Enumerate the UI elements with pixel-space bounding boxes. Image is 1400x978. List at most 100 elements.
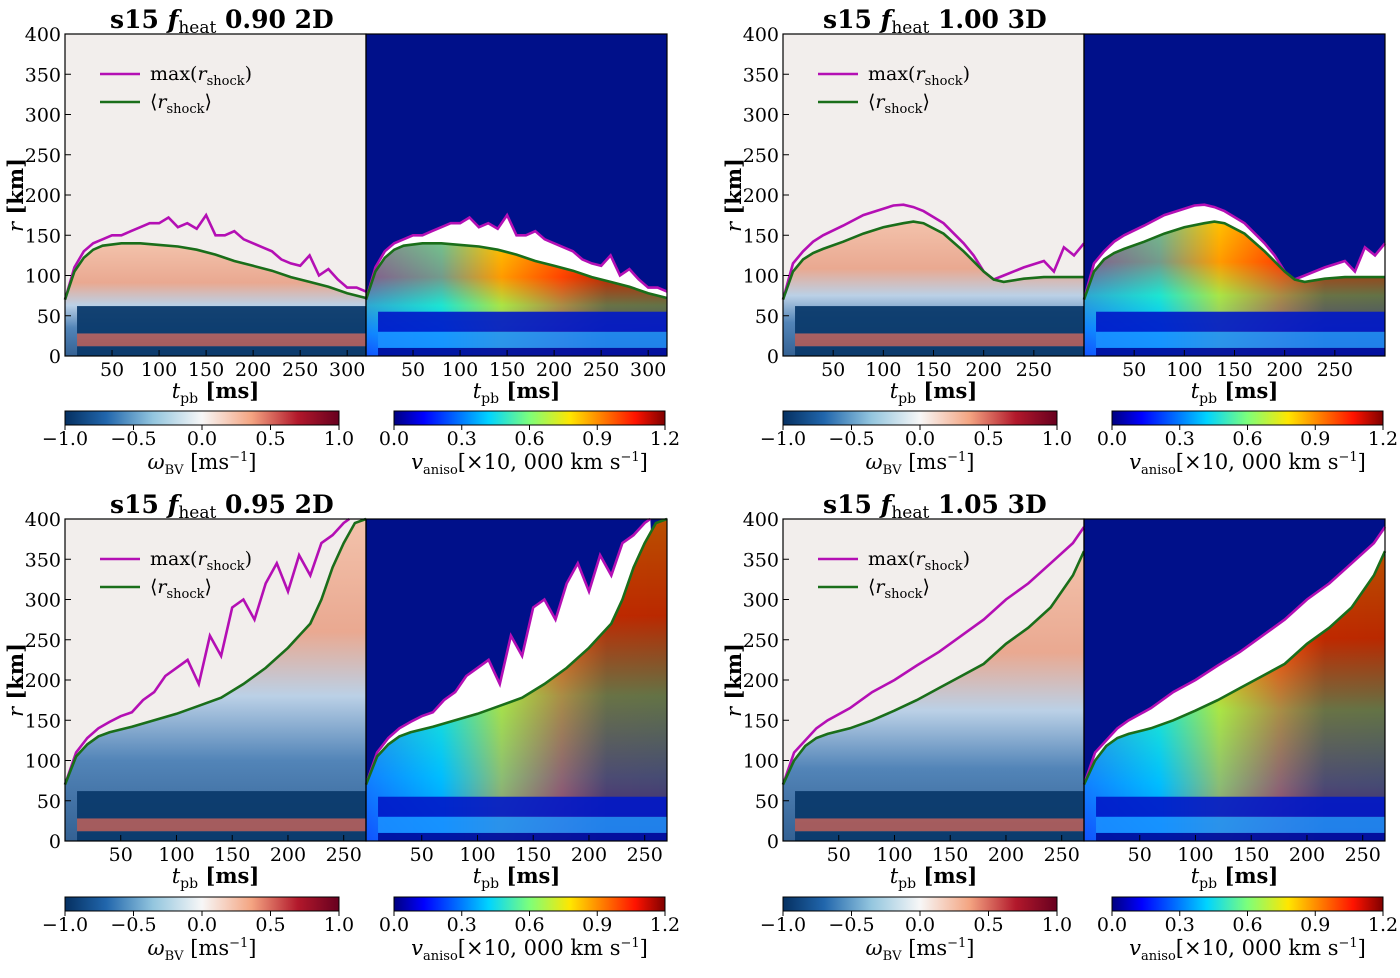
y-tick-label: 0 — [49, 831, 61, 853]
colorbar-omega-tick-label: 0.5 — [255, 914, 285, 936]
mean-shock-line-left — [63, 517, 367, 786]
x-tick-label-left: 100 — [876, 844, 912, 866]
max-shock-line-right — [1082, 526, 1387, 786]
colorbar-omega-tick-label: 0.5 — [973, 428, 1003, 450]
mean-shock-line-right — [364, 242, 668, 301]
y-tick-label: 300 — [25, 105, 61, 127]
y-tick-label: 350 — [25, 64, 61, 86]
panel-title: s15 fheat 0.90 2D — [110, 5, 334, 38]
colorbar-vaniso-label: vaniso[×10, 000 km s−1] — [411, 450, 648, 478]
y-tick-label: 0 — [767, 346, 779, 368]
x-tick-label-left: 50 — [821, 359, 845, 381]
left-heatmap-field — [65, 519, 366, 841]
colorbar-vaniso-tick-label: 0.6 — [1232, 914, 1262, 936]
panel-title: s15 fheat 1.00 3D — [823, 5, 1047, 38]
x-axis-label-left: tpb [ms] — [172, 378, 260, 407]
mean-shock-line-right — [364, 517, 668, 786]
colorbar-vaniso-label: vaniso[×10, 000 km s−1] — [1129, 450, 1366, 478]
colorbar-vaniso — [1111, 410, 1384, 426]
colorbar-vaniso-tick-label: 0.6 — [514, 914, 544, 936]
y-tick-label: 400 — [743, 24, 779, 46]
colorbar-omega-tick-label: 0.0 — [905, 428, 935, 450]
max-shock-line-left — [63, 212, 367, 300]
colorbar-vaniso — [393, 896, 666, 912]
colorbar-omega — [64, 410, 340, 426]
x-tick-label-right: 50 — [1128, 844, 1152, 866]
right-heatmap-hot — [366, 519, 667, 841]
y-tick-label: 300 — [743, 590, 779, 612]
core-band — [77, 831, 366, 841]
y-tick-label: 200 — [25, 670, 61, 692]
legend-max-label: max(rshock) — [150, 63, 252, 89]
colorbar-vaniso-tick-label: 1.2 — [650, 428, 680, 450]
legend-mean-label: ⟨rshock⟩ — [150, 576, 212, 602]
colorbar-omega-tick-label: 0.5 — [973, 914, 1003, 936]
y-tick-label: 350 — [25, 549, 61, 571]
cold-band — [77, 791, 366, 819]
colorbar-omega-tick-label: −1.0 — [760, 428, 806, 450]
y-tick-label: 50 — [37, 791, 61, 813]
colorbar-vaniso-tick-label: 0.3 — [447, 914, 477, 936]
colorbar-omega-tick-label: 0.5 — [255, 428, 285, 450]
x-tick-label-right: 250 — [1317, 359, 1353, 381]
x-tick-label-left: 150 — [932, 844, 968, 866]
x-tick-label-right: 50 — [1122, 359, 1146, 381]
colorbar-omega-label: ωBV [ms−1] — [147, 936, 256, 964]
colorbar-omega-tick-label: 0.0 — [187, 428, 217, 450]
y-tick-label: 350 — [743, 64, 779, 86]
colorbar-omega-tick-label: −0.5 — [828, 428, 874, 450]
x-tick-label-left: 150 — [188, 359, 224, 381]
cold-band — [795, 306, 1084, 334]
colorbar-vaniso-tick-label: 0.9 — [582, 428, 612, 450]
colorbar-vaniso-tick-label: 0.0 — [379, 914, 409, 936]
x-tick-label-right: 200 — [1289, 844, 1325, 866]
colorbar-vaniso-tick-label: 1.2 — [1368, 428, 1398, 450]
x-tick-label-left: 200 — [966, 359, 1002, 381]
legend-max-label: max(rshock) — [868, 548, 970, 574]
x-tick-label-right: 200 — [571, 844, 607, 866]
colorbar-omega-tick-label: 1.0 — [1042, 428, 1072, 450]
x-tick-label-right: 150 — [1233, 844, 1269, 866]
y-tick-label: 50 — [755, 306, 779, 328]
colorbar-vaniso-tick-label: 0.3 — [1165, 914, 1195, 936]
y-tick-label: 100 — [25, 266, 61, 288]
colorbar-omega-label: ωBV [ms−1] — [865, 450, 974, 478]
x-tick-label-right: 150 — [489, 359, 525, 381]
x-tick-label-right: 100 — [442, 359, 478, 381]
right-low-band — [378, 311, 667, 332]
y-tick-label: 250 — [25, 145, 61, 167]
legend-max-label: max(rshock) — [868, 63, 970, 89]
x-tick-label-right: 250 — [1345, 844, 1381, 866]
cold-band — [795, 791, 1084, 819]
x-tick-label-left: 200 — [270, 844, 306, 866]
right-core-band — [1096, 347, 1385, 356]
x-tick-label-right: 200 — [536, 359, 572, 381]
hot-stripe — [77, 333, 366, 347]
right-core-band — [1096, 832, 1385, 841]
max-shock-line-right — [364, 212, 668, 300]
right-core-band — [378, 347, 667, 356]
colorbar-vaniso-label: vaniso[×10, 000 km s−1] — [411, 936, 648, 964]
y-tick-label: 0 — [49, 346, 61, 368]
hot-stripe — [795, 818, 1084, 832]
x-axis-label-right: tpb [ms] — [473, 378, 561, 407]
colorbar-omega — [782, 410, 1058, 426]
x-tick-label-left: 150 — [214, 844, 250, 866]
y-tick-label: 400 — [743, 509, 779, 531]
y-axis-label: r [km] — [3, 643, 28, 717]
panel-3: s15 fheat 0.95 2D 0 50 100 150 200 250 300 350 40… — [3, 490, 680, 964]
right-inner-band — [1096, 816, 1385, 833]
y-tick-label: 250 — [25, 630, 61, 652]
x-axis-label-right: tpb [ms] — [1191, 378, 1279, 407]
x-tick-label-left: 100 — [141, 359, 177, 381]
right-low-band — [378, 796, 667, 817]
right-low-band — [1096, 796, 1385, 817]
right-low-band — [1096, 311, 1385, 332]
y-tick-label: 150 — [743, 710, 779, 732]
legend: max(rshock)⟨rshock⟩ — [818, 548, 970, 602]
y-tick-label: 100 — [25, 751, 61, 773]
colorbar-omega — [782, 896, 1058, 912]
panel-title: s15 fheat 1.05 3D — [823, 490, 1047, 523]
y-tick-label: 100 — [743, 266, 779, 288]
max-shock-line-right — [1082, 203, 1387, 300]
